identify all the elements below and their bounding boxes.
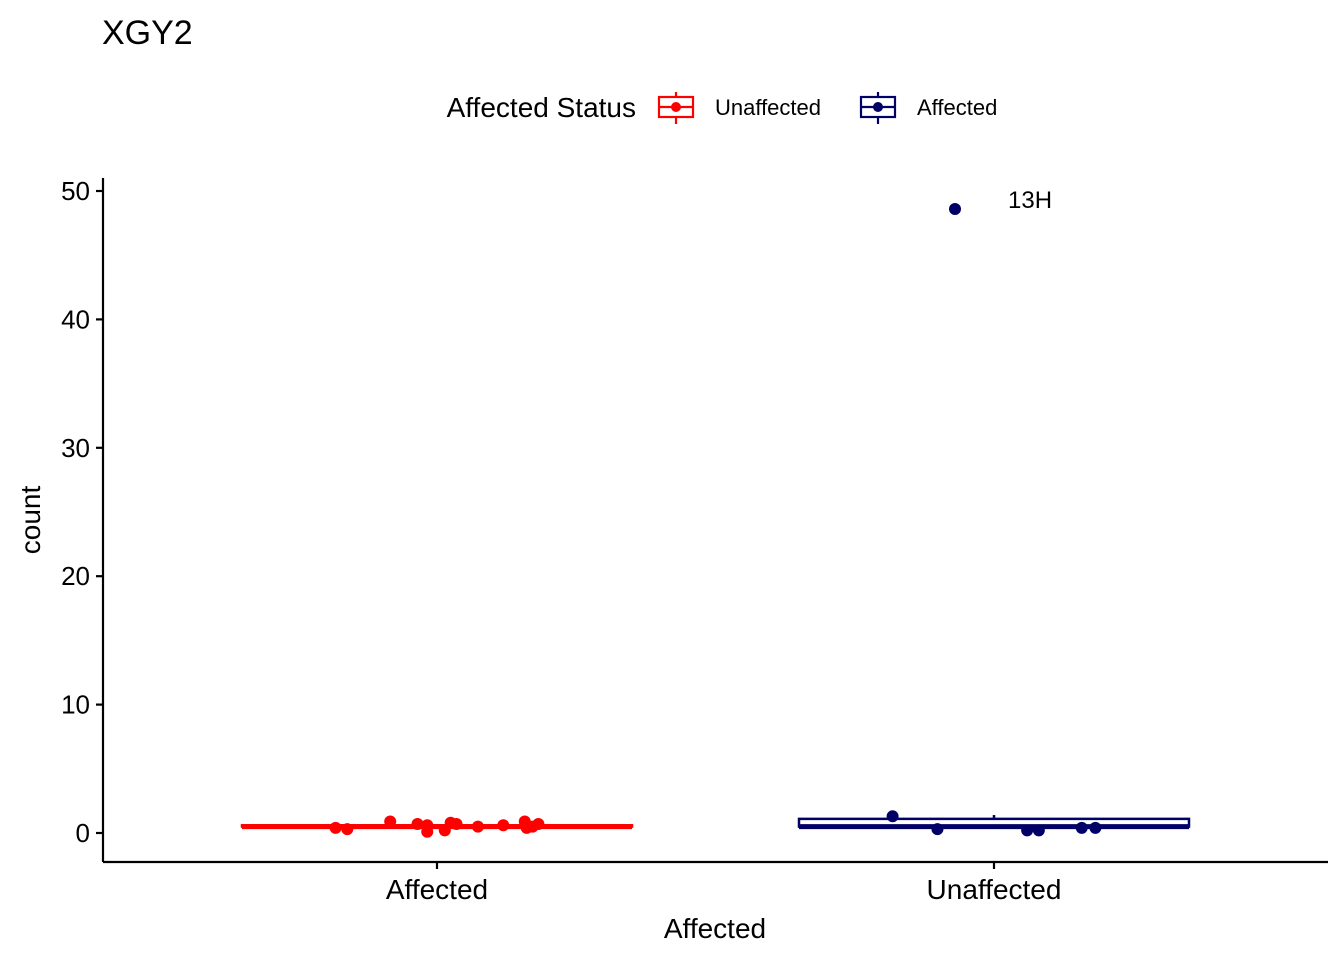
- legend-point: [873, 102, 883, 112]
- boxplots: [240, 815, 1191, 830]
- x-tick-label: Affected: [386, 874, 488, 905]
- data-point: [1089, 821, 1102, 834]
- chart-title: XGY2: [102, 14, 193, 52]
- data-point: [497, 819, 510, 832]
- y-tick-label: 0: [76, 818, 90, 848]
- legend: Affected Status Unaffected Affected: [447, 92, 997, 124]
- x-axis-label: Affected: [664, 913, 766, 944]
- data-point: [931, 823, 944, 836]
- data-point: [384, 815, 397, 828]
- data-point: [471, 820, 484, 833]
- data-point: [411, 818, 424, 831]
- legend-title: Affected Status: [447, 92, 636, 123]
- data-point: [1075, 821, 1088, 834]
- data-point: [532, 818, 545, 831]
- point-label: 13H: [1008, 187, 1052, 214]
- legend-label-affected: Affected: [917, 95, 997, 120]
- data-point: [886, 810, 899, 823]
- legend-point: [671, 102, 681, 112]
- legend-key-unaffected: [657, 92, 695, 124]
- y-tick-label: 40: [61, 304, 90, 334]
- axes: [101, 178, 1328, 864]
- y-tick-label: 30: [61, 433, 90, 463]
- data-point: [450, 818, 463, 831]
- data-point: [949, 202, 961, 215]
- x-axis-ticks: Affected Unaffected: [386, 862, 1062, 905]
- data-point: [1032, 824, 1045, 837]
- data-point: [341, 823, 354, 836]
- data-point: [1021, 824, 1034, 837]
- legend-label-unaffected: Unaffected: [715, 95, 821, 120]
- x-tick-label: Unaffected: [927, 874, 1062, 905]
- boxplot-affected: [240, 824, 634, 830]
- data-point: [421, 825, 434, 838]
- boxplot-unaffected: [797, 815, 1191, 830]
- y-tick-label: 20: [61, 561, 90, 591]
- y-axis-label: count: [15, 486, 46, 555]
- legend-key-affected: [859, 92, 897, 124]
- data-points: 13H: [329, 187, 1102, 838]
- y-tick-label: 10: [61, 690, 90, 720]
- data-point: [329, 821, 342, 834]
- y-axis-ticks: 0 10 20 30 40 50: [61, 176, 103, 848]
- y-tick-label: 50: [61, 176, 90, 206]
